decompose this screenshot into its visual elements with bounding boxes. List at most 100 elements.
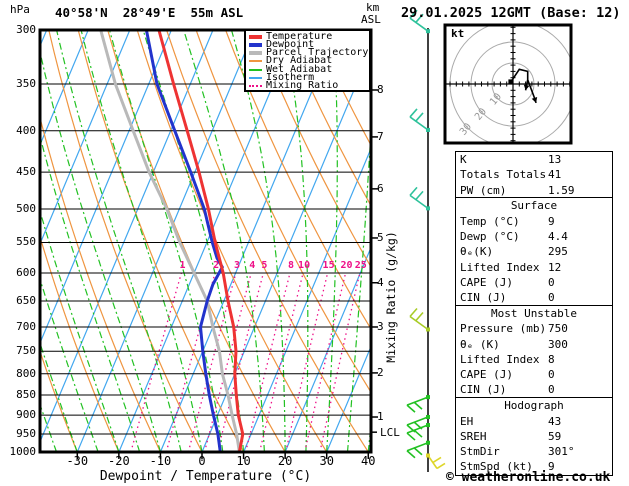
stat-row: SREH 59 xyxy=(456,429,612,444)
mixing-ratio-value-label: 2 xyxy=(213,260,220,271)
legend-line-swatch xyxy=(249,84,262,87)
pressure-tick-label: 900 xyxy=(16,408,36,422)
stat-row: CIN (J) 0 xyxy=(456,382,612,397)
mixing-ratio-value-label: 20 xyxy=(340,260,353,271)
temperature-line xyxy=(157,30,245,452)
stat-row: Lifted Index 8 xyxy=(456,352,612,367)
stat-row: CAPE (J) 0 xyxy=(456,275,612,290)
mixing-ratio-value-label: 3 xyxy=(233,260,240,271)
datetime-label: 29.01.2025 12GMT (Base: 12) xyxy=(401,5,621,21)
wind-barb xyxy=(406,440,430,459)
stat-row: CAPE (J) 0 xyxy=(456,367,612,382)
stat-label: CIN (J) xyxy=(460,291,507,305)
hodograph-border xyxy=(443,23,573,145)
stat-row: EH 43 xyxy=(456,414,612,429)
legend-item: Parcel Trajectory xyxy=(249,47,369,59)
pressure-tick-label: 700 xyxy=(16,319,36,333)
stat-value: 295 xyxy=(548,245,568,259)
stat-row: K 13 xyxy=(456,152,612,167)
stat-label: Lifted Index xyxy=(460,260,540,274)
stat-value: 8 xyxy=(548,352,555,366)
km-tick-label: 3 xyxy=(377,319,384,333)
stats-table: Most Unstable Pressure (mb) 750 θₑ (K) 300 Li… xyxy=(455,304,613,399)
pressure-tick-label: 600 xyxy=(16,265,36,279)
legend-item-label: Parcel Trajectory xyxy=(266,47,369,59)
legend-item: Dewpoint xyxy=(249,40,369,50)
stat-label: θₑ(K) xyxy=(460,245,494,259)
stat-label: Totals Totals xyxy=(460,168,547,182)
legend-item-label: Mixing Ratio xyxy=(266,79,339,91)
wind-barb xyxy=(409,186,430,211)
stat-value: 59 xyxy=(548,429,562,443)
station-title: 40°58'N 28°49'E 55m ASL xyxy=(55,5,244,20)
km-tick-label: 5 xyxy=(377,230,384,244)
stat-label: StmSpd (kt) xyxy=(460,460,533,474)
mixing-ratio-value-label: 25 xyxy=(354,260,367,271)
stat-value: 0 xyxy=(548,291,555,305)
stat-row: Pressure (mb) 750 xyxy=(456,321,612,336)
km-tick-label: 2 xyxy=(377,365,384,379)
pressure-tick-label: 500 xyxy=(16,202,36,216)
copyright-label: © weatheronline.co.uk xyxy=(446,470,611,485)
stat-row: Lifted Index 12 xyxy=(456,260,612,275)
km-tick-label: 1 xyxy=(377,410,384,423)
legend-item: Isotherm xyxy=(249,72,369,82)
mixing-ratio-value-label: 4 xyxy=(249,260,256,271)
pressure-tick-label: 650 xyxy=(16,294,36,307)
km-axis-label: km xyxy=(366,1,380,14)
stat-label: Temp (°C) xyxy=(460,214,520,228)
asl-axis-label: ASL xyxy=(361,13,381,26)
wind-barb xyxy=(406,423,430,441)
wind-barb xyxy=(409,307,430,332)
stat-value: 0 xyxy=(548,275,555,289)
stat-label: StmDir xyxy=(460,445,500,459)
dewpoint-line xyxy=(144,30,225,452)
wind-barb xyxy=(426,453,446,470)
legend-line-swatch xyxy=(249,68,262,71)
pressure-tick-label: 1000 xyxy=(9,445,37,458)
stat-value: 9 xyxy=(548,460,555,474)
stat-value: 750 xyxy=(548,322,568,336)
hodograph-plot xyxy=(443,23,573,145)
pressure-tick-label: 550 xyxy=(16,235,36,249)
legend-item-label: Temperature xyxy=(266,31,333,43)
stat-row: StmSpd (kt) 9 xyxy=(456,459,612,474)
legend-item: Mixing Ratio xyxy=(249,79,369,91)
legend-line-swatch xyxy=(249,60,262,63)
skewt-plot-area xyxy=(40,30,371,452)
stat-label: SREH xyxy=(460,429,487,443)
hodograph-unit-label: kt xyxy=(451,27,465,40)
stats-table: Surface Temp (°C) 9 Dewp (°C) 4.4 θₑ(K) 295 Lif… xyxy=(455,197,613,307)
temp-tick-label: -30 xyxy=(66,454,89,468)
mixing-ratio-value-label: 10 xyxy=(298,260,311,271)
stat-value: 0 xyxy=(548,383,555,397)
temp-tick-label: 40 xyxy=(361,454,376,468)
stat-value: 301° xyxy=(548,445,575,459)
temp-tick-label: 0 xyxy=(198,454,206,468)
stat-value: 9 xyxy=(548,214,555,228)
stats-table-title: Hodograph xyxy=(504,399,564,413)
pressure-tick-label: 950 xyxy=(16,427,36,441)
pressure-tick-label: 750 xyxy=(16,344,36,358)
stats-panel: K 13 Totals Totals 41 PW (cm) 1.59 Surface Temp… xyxy=(455,151,613,476)
stat-row: PW (cm) 1.59 xyxy=(456,183,612,198)
stat-value: 4.4 xyxy=(548,229,568,243)
pressure-tick-label: 300 xyxy=(16,23,36,36)
stat-label: EH xyxy=(460,414,474,428)
stat-value: 12 xyxy=(548,260,562,274)
pressure-tick-label: 800 xyxy=(16,366,36,380)
plot-border xyxy=(38,28,373,454)
stats-table-title: Surface xyxy=(510,199,558,213)
km-tick-label: 7 xyxy=(377,129,384,143)
pressure-tick-label: 450 xyxy=(16,165,36,179)
stat-row: θₑ(K) 295 xyxy=(456,244,612,259)
mixing-ratio-value-label: 8 xyxy=(288,260,295,271)
mixing-ratio-lines xyxy=(130,272,361,452)
legend-item: Temperature xyxy=(249,31,369,43)
stats-table: Hodograph EH 43 SREH 59 StmDir 301° StmSpd (kt)… xyxy=(455,397,613,476)
temp-tick-label: -20 xyxy=(108,454,130,468)
temp-tick-label: 30 xyxy=(319,454,334,468)
stats-table: K 13 Totals Totals 41 PW (cm) 1.59 xyxy=(455,151,613,199)
wind-barb xyxy=(406,395,430,413)
legend: Temperature Dewpoint Parcel Trajectory Dry … xyxy=(244,29,371,92)
